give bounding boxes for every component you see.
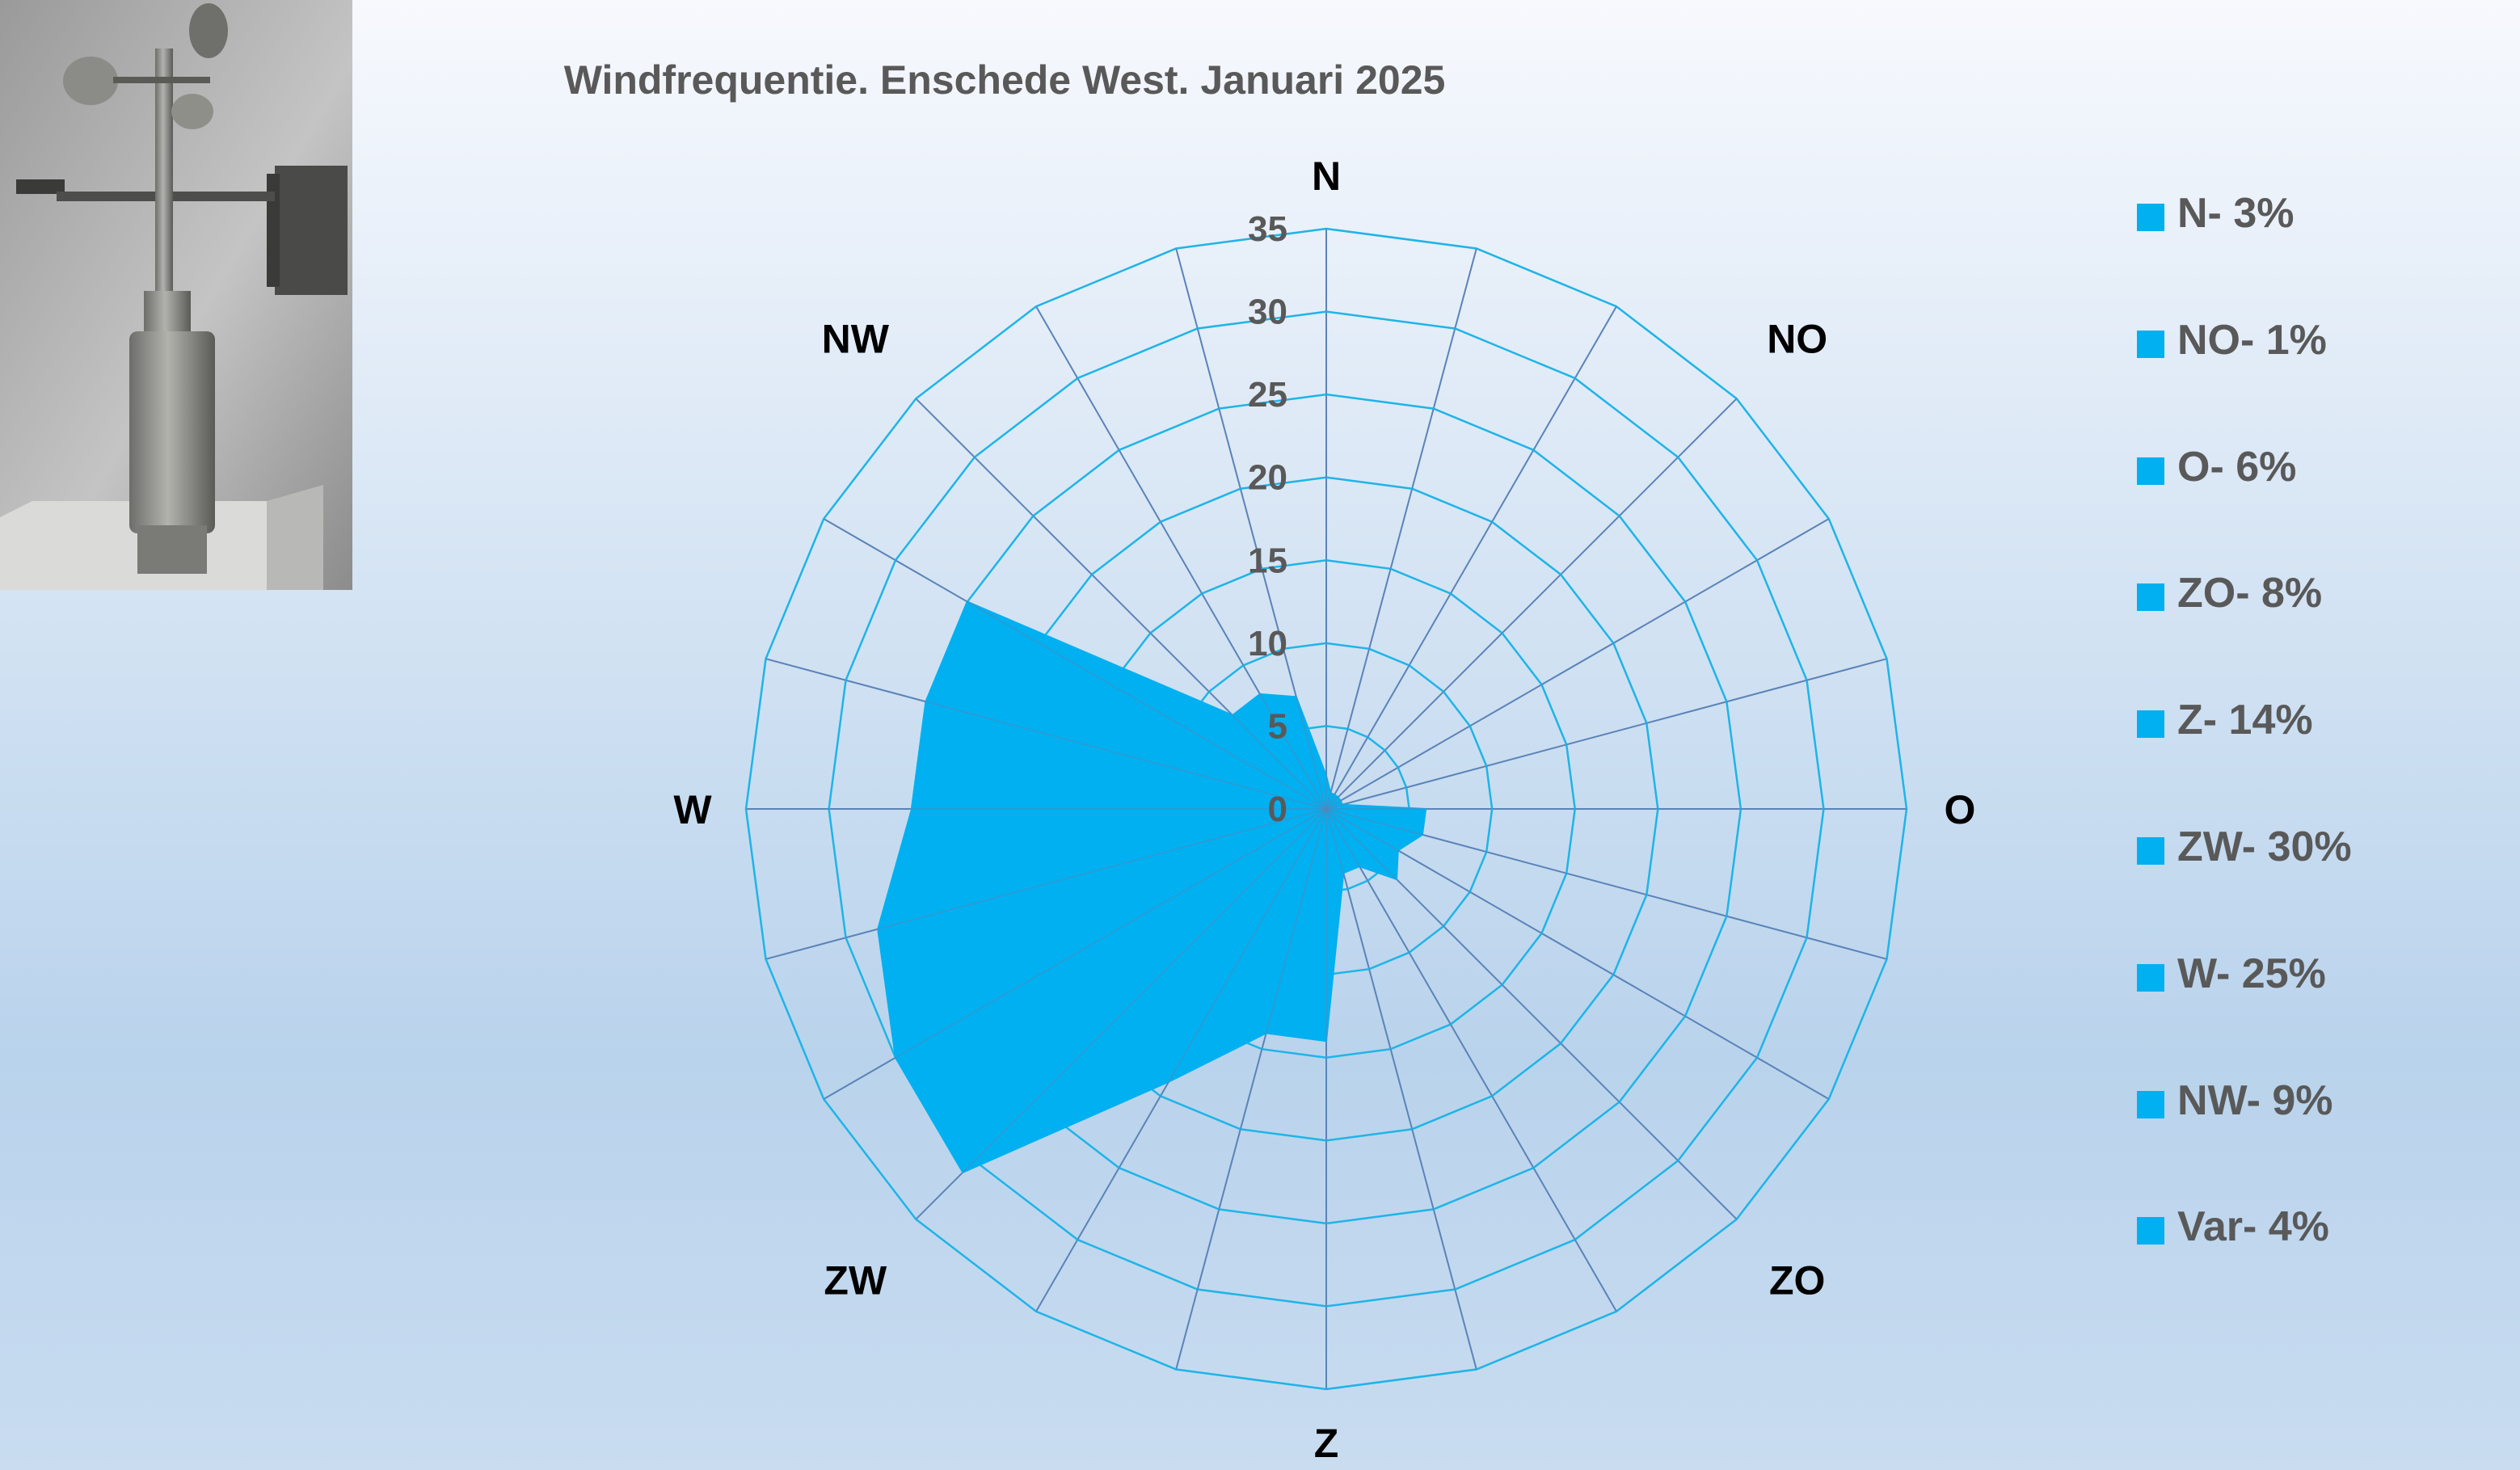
- radar-spoke-overlay: [1325, 808, 1887, 960]
- radar-spoke-overlay: [1175, 248, 1327, 810]
- legend-label: O- 6%: [2177, 443, 2297, 491]
- legend-label: NW- 9%: [2177, 1076, 2333, 1124]
- radar-spoke-overlay: [1035, 305, 1327, 810]
- radial-tick-label: 30: [1248, 293, 1287, 332]
- radar-spoke-overlay: [823, 808, 1327, 1100]
- radial-tick-labels: 0 5 10 15 20 25 30 35: [1248, 209, 1287, 829]
- legend-swatch: [2137, 1090, 2164, 1118]
- radar-spoke-overlay: [1325, 398, 1738, 810]
- direction-label: NW: [822, 316, 890, 361]
- radar-spoke-overlay: [765, 808, 1327, 960]
- radial-tick-label: 0: [1268, 790, 1287, 829]
- legend-label: Var- 4%: [2177, 1203, 2329, 1251]
- legend-swatch: [2137, 1217, 2164, 1245]
- direction-labels: N NO O ZO Z ZW W NW: [673, 154, 1975, 1466]
- radar-spoke-overlay: [1325, 305, 1617, 810]
- direction-label: NO: [1767, 316, 1827, 361]
- radar-spoke-overlay: [1325, 808, 1617, 1312]
- legend-swatch: [2137, 963, 2164, 992]
- direction-label: O: [1945, 787, 1976, 832]
- radar-spoke-overlay: [1325, 518, 1830, 810]
- direction-label: ZW: [824, 1258, 887, 1304]
- radar-spoke-overlay: [765, 658, 1327, 810]
- radial-tick-label: 10: [1248, 624, 1287, 663]
- legend-swatch: [2137, 457, 2164, 485]
- direction-label: Z: [1314, 1421, 1339, 1466]
- radar-spoke-overlay: [1325, 808, 1830, 1100]
- radar-spoke-overlay: [1035, 808, 1327, 1312]
- direction-label: N: [1312, 154, 1341, 199]
- anemometer-photo: [0, 0, 352, 590]
- legend-swatch: [2137, 330, 2164, 358]
- direction-label: ZO: [1769, 1258, 1825, 1304]
- radial-tick-label: 35: [1248, 209, 1287, 249]
- legend-label: ZO- 8%: [2177, 570, 2323, 617]
- chart-title: Windfrequentie. Enschede West. Januari 2…: [563, 57, 1446, 103]
- radar-spoke-overlay: [1325, 808, 1477, 1370]
- legend-label: Z- 14%: [2177, 697, 2313, 744]
- legend-swatch: [2137, 836, 2164, 865]
- radar-spoke-overlay: [1325, 658, 1887, 810]
- radar-spoke-overlay: [1325, 248, 1477, 810]
- legend-label: N- 3%: [2177, 190, 2295, 237]
- radial-tick-label: 20: [1248, 458, 1287, 498]
- radar-spoke-overlay: [915, 398, 1327, 810]
- legend-label: NO- 1%: [2177, 316, 2327, 364]
- legend-swatch: [2137, 204, 2164, 231]
- direction-label: W: [673, 787, 712, 832]
- legend-swatch: [2137, 583, 2164, 612]
- radar-spoke-overlay: [915, 808, 1327, 1220]
- radar-spoke-overlay: [823, 518, 1327, 810]
- radial-tick-label: 5: [1268, 706, 1287, 746]
- radar-area: [877, 600, 1427, 1173]
- legend-label: ZW- 30%: [2177, 823, 2352, 870]
- legend-swatch: [2137, 710, 2164, 739]
- radar-spoke-overlay: [1325, 808, 1738, 1220]
- radar-spoke-overlay: [1175, 808, 1327, 1370]
- radial-tick-label: 15: [1248, 541, 1287, 580]
- radar-area-layer: [746, 229, 1907, 1389]
- legend-label: W- 25%: [2177, 950, 2326, 997]
- radial-tick-label: 25: [1248, 375, 1287, 415]
